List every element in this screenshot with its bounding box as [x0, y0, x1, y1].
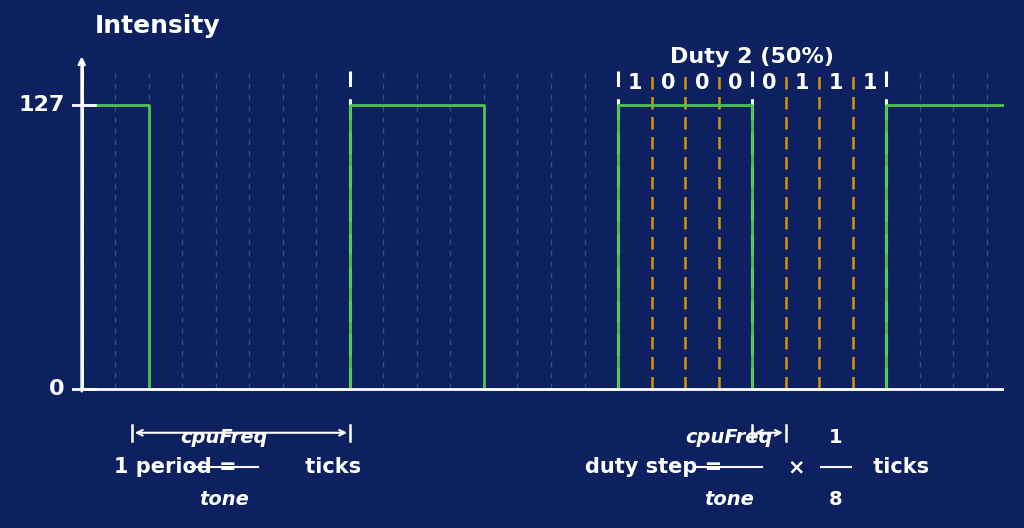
Text: duty step =: duty step =: [585, 457, 729, 477]
Text: tone: tone: [703, 490, 754, 509]
Text: 0: 0: [762, 72, 776, 92]
Text: Duty 2 (50%): Duty 2 (50%): [670, 46, 835, 67]
Text: 1: 1: [829, 428, 843, 447]
Text: 1: 1: [862, 72, 877, 92]
Text: 8: 8: [829, 490, 843, 509]
Text: cpuFreq: cpuFreq: [685, 428, 772, 447]
Text: 0: 0: [694, 72, 709, 92]
Text: 1 period =: 1 period =: [114, 457, 244, 477]
Text: 1: 1: [828, 72, 843, 92]
Text: tone: tone: [200, 490, 249, 509]
Text: 0: 0: [728, 72, 742, 92]
Text: ticks: ticks: [298, 457, 361, 477]
Text: ticks: ticks: [866, 457, 929, 477]
Text: 127: 127: [18, 95, 65, 115]
Text: Intensity: Intensity: [95, 14, 221, 38]
Text: 0: 0: [662, 72, 676, 92]
Text: 1: 1: [796, 72, 810, 92]
Text: 0: 0: [49, 380, 65, 400]
Text: cpuFreq: cpuFreq: [180, 428, 268, 447]
Text: 1: 1: [628, 72, 642, 92]
Text: ×: ×: [787, 457, 805, 477]
